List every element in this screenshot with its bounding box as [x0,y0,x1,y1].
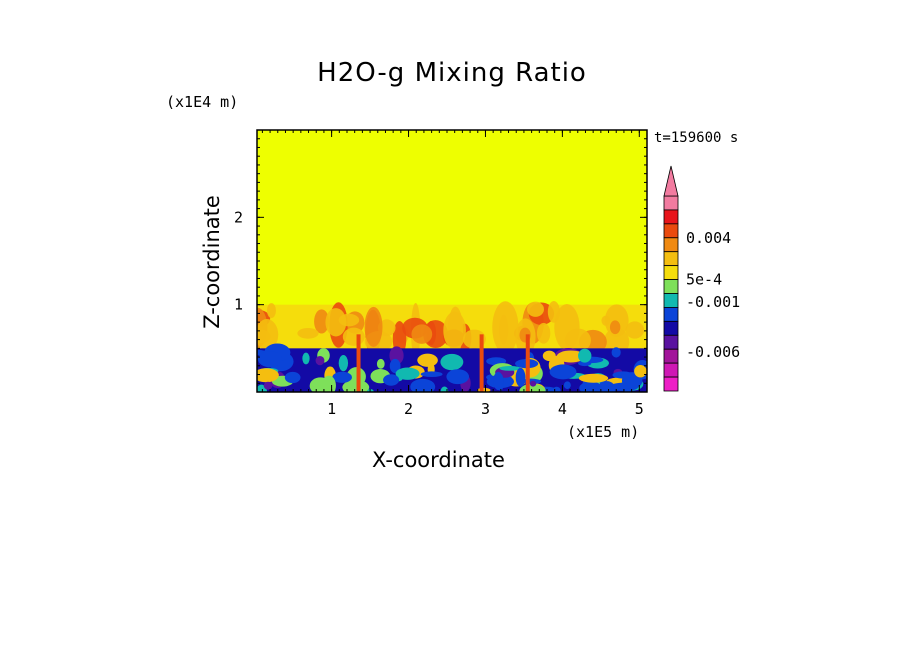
moist-cell [376,358,385,369]
plume [342,327,365,346]
colorbar-extend-arrow [663,165,679,197]
moist-cell [440,386,449,392]
moist-cell [395,367,420,380]
plume [257,329,271,344]
moist-cell [257,351,283,368]
colorbar-swatch [663,307,679,322]
colorbar-label: -0.001 [686,293,740,311]
moist-cell [493,371,504,391]
moist-cell [321,375,336,392]
moist-cell [338,355,349,372]
y-tick-label: 1 [234,296,243,314]
moist-cell [417,353,438,367]
colorbar-label: -0.006 [686,343,740,361]
moist-cell [383,374,400,386]
contour-field [257,130,647,392]
colorbar-swatch [663,293,679,308]
moist-cell [410,378,436,392]
moist-cell [578,348,592,363]
plume [564,328,591,352]
moist-cell [529,380,537,387]
colorbar-swatch [663,223,679,239]
plume [325,308,347,337]
moist-cell [302,352,310,365]
y-tick-label: 2 [234,208,243,226]
colorbar: 0.004 5e-4 -0.001 -0.006 [663,165,740,392]
colorbar-label: 5e-4 [686,271,722,289]
x-tick-label: 5 [635,400,644,418]
colorbar-swatch [663,362,679,378]
moist-cell [257,368,279,383]
colorbar-swatch [663,348,679,364]
colorbar-swatch [663,376,679,392]
moist-cell [563,381,571,390]
plume [609,320,621,335]
moist-cell [440,353,464,371]
updraft-column [525,334,530,392]
moist-cell [556,350,585,363]
moist-cell [499,365,521,371]
plume [547,300,560,323]
colorbar-swatch [663,320,679,336]
plume [536,322,551,344]
moist-cell [389,358,401,374]
moist-cell [598,381,616,392]
colorbar-swatch [663,209,679,225]
plume [364,306,383,347]
colorbar-swatch [663,279,679,294]
moist-cell [611,347,621,358]
x-axis-label: X-coordinate [372,448,505,472]
plume [297,327,319,339]
plume [492,301,519,354]
plume [443,311,466,350]
x-tick-label: 4 [558,400,567,418]
plume [601,315,611,326]
updraft-column [479,334,484,392]
colorbar-swatch [663,195,679,211]
moist-cell [542,350,556,362]
moist-cell [315,355,325,366]
plume [411,324,433,344]
x-tick-label: 1 [327,400,336,418]
moist-cell [420,371,443,378]
colorbar-swatch [663,251,679,267]
moist-cell [515,367,526,387]
colorbar-swatch [663,237,679,253]
moist-cell [346,367,366,387]
plume [625,321,645,339]
moist-cell [612,371,634,379]
chart-title: H2O-g Mixing Ratio [317,58,587,88]
colorbar-swatch [663,334,679,350]
plume [266,303,276,319]
moist-cell [284,371,301,384]
y-axis-ticks: 12 [234,138,647,384]
moist-cell [578,373,609,383]
moist-cell [446,369,470,385]
x-axis-unit: (x1E5 m) [567,423,640,441]
moist-cell [332,371,352,383]
colorbar-swatch [663,265,679,280]
updraft-column [356,334,361,392]
plume [527,301,544,317]
colorbar-label: 0.004 [686,229,731,247]
moist-cell [263,381,273,390]
y-axis-unit: (x1E4 m) [166,93,239,111]
moist-cell [549,364,577,380]
x-axis-ticks: 1 2 3 4 5 [261,130,644,418]
x-tick-label: 2 [404,400,413,418]
moist-cell [634,365,647,378]
time-label: t=159600 s [654,130,739,146]
plume [314,309,330,334]
x-tick-label: 3 [481,400,490,418]
